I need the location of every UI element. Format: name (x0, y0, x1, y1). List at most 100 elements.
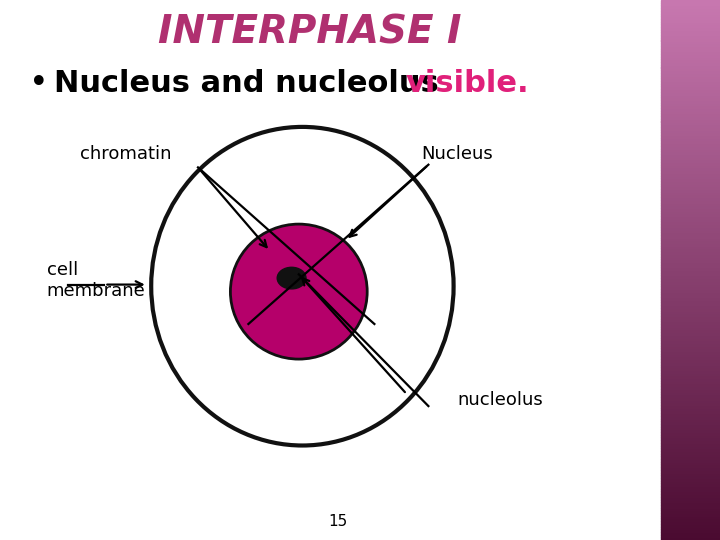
Bar (661, 289, 720, 292)
Bar (661, 165, 720, 167)
Bar (661, 421, 720, 424)
Bar (661, 81, 720, 84)
Text: cell
membrane: cell membrane (47, 261, 145, 300)
Bar (661, 19, 720, 22)
Bar (661, 397, 720, 400)
Bar (661, 343, 720, 346)
Bar (661, 205, 720, 208)
Bar (661, 454, 720, 456)
Bar (661, 151, 720, 154)
Bar (661, 370, 720, 373)
Bar (661, 281, 720, 284)
Bar (661, 429, 720, 432)
Bar (661, 427, 720, 429)
Bar (661, 189, 720, 192)
Bar (661, 313, 720, 316)
Bar (661, 389, 720, 392)
Bar (661, 46, 720, 49)
Bar (661, 494, 720, 497)
Bar (661, 418, 720, 421)
Bar (661, 443, 720, 445)
Bar (661, 73, 720, 76)
Bar (661, 346, 720, 348)
Bar (661, 446, 720, 448)
Ellipse shape (151, 127, 454, 445)
Bar (661, 497, 720, 500)
Bar (661, 340, 720, 343)
Bar (661, 227, 720, 229)
Bar (661, 481, 720, 483)
Bar (661, 27, 720, 30)
Bar (661, 132, 720, 135)
Bar (661, 510, 720, 513)
Bar (661, 8, 720, 11)
Bar (661, 197, 720, 200)
Bar (661, 378, 720, 381)
Bar (661, 54, 720, 57)
Bar (661, 332, 720, 335)
Bar (661, 256, 720, 259)
Bar (661, 235, 720, 238)
Bar (661, 176, 720, 178)
Bar (661, 413, 720, 416)
Bar (661, 405, 720, 408)
Bar (661, 3, 720, 5)
Bar (661, 297, 720, 300)
Bar (661, 491, 720, 494)
Bar (661, 294, 720, 297)
Bar (661, 440, 720, 443)
Text: 15: 15 (329, 514, 348, 529)
Text: nucleolus: nucleolus (457, 390, 543, 409)
Bar (661, 302, 720, 305)
Text: chromatin: chromatin (80, 145, 172, 163)
Bar (661, 119, 720, 122)
Bar (661, 219, 720, 221)
Bar (661, 254, 720, 256)
Bar (661, 38, 720, 40)
Bar (661, 435, 720, 437)
Bar (661, 35, 720, 38)
Bar (661, 30, 720, 32)
Bar (661, 86, 720, 89)
Bar (661, 535, 720, 537)
Bar (661, 238, 720, 240)
Bar (661, 486, 720, 489)
Bar (661, 359, 720, 362)
Bar (661, 537, 720, 540)
Bar (661, 84, 720, 86)
Bar (661, 232, 720, 235)
Bar (661, 100, 720, 103)
Bar (661, 181, 720, 184)
Bar (661, 224, 720, 227)
Bar (661, 300, 720, 302)
Bar (661, 243, 720, 246)
Bar (661, 230, 720, 232)
Bar (661, 508, 720, 510)
Bar (661, 265, 720, 267)
Bar (661, 513, 720, 516)
Bar (661, 122, 720, 124)
Bar (661, 373, 720, 375)
Bar (661, 103, 720, 105)
Bar (661, 24, 720, 27)
Bar (661, 146, 720, 148)
Bar (661, 500, 720, 502)
Bar (661, 192, 720, 194)
Bar (661, 310, 720, 313)
Bar (661, 267, 720, 270)
Bar (661, 324, 720, 327)
Bar (661, 221, 720, 224)
Bar (661, 402, 720, 405)
Bar (661, 148, 720, 151)
Bar (661, 383, 720, 386)
Bar (661, 259, 720, 262)
Bar (661, 130, 720, 132)
Bar (661, 143, 720, 146)
Bar (661, 475, 720, 478)
Bar (661, 127, 720, 130)
Bar (661, 92, 720, 94)
Bar (661, 251, 720, 254)
Bar (661, 62, 720, 65)
Bar (661, 459, 720, 462)
Bar (661, 416, 720, 418)
